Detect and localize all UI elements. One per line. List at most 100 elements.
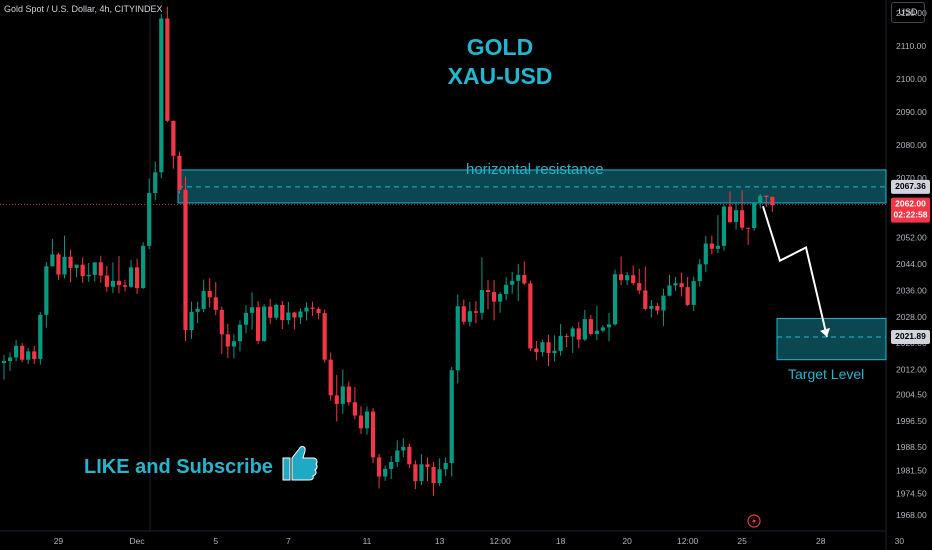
- candle-body: [594, 330, 599, 334]
- candle-body: [606, 324, 612, 328]
- candle-body: [473, 311, 478, 313]
- resistance-price-tag-bg: [891, 179, 930, 194]
- candle-body: [419, 464, 424, 482]
- candle-body: [62, 256, 67, 275]
- candle-body: [510, 280, 515, 285]
- x-tick-label: 18: [556, 536, 566, 546]
- candle-body: [177, 155, 182, 190]
- candle-body: [92, 262, 97, 275]
- candle-body: [582, 319, 587, 340]
- candle-body: [201, 291, 206, 309]
- candle-body: [715, 245, 720, 249]
- y-tick-label: 1988.50: [896, 442, 927, 452]
- candle-body: [110, 280, 115, 287]
- candle-body: [764, 195, 769, 198]
- target-price-tag-text: 2021.89: [895, 331, 926, 341]
- y-tick-label: 2044.00: [896, 259, 927, 269]
- current-price-tag-text: 2062.00: [895, 199, 926, 209]
- candle-body: [128, 267, 134, 287]
- y-tick-label: 2080.00: [896, 140, 927, 150]
- candle-body: [540, 342, 545, 353]
- price-axis[interactable]: 2120.00 2110.00 2100.00 2090.00 2080.00 2070.…: [891, 8, 930, 520]
- candle-body: [691, 281, 696, 305]
- candle-body: [558, 335, 563, 351]
- candle-body: [122, 285, 128, 287]
- lightning-bolt: [752, 517, 756, 525]
- candle-body: [219, 309, 224, 335]
- x-tick-label: 5: [213, 536, 218, 546]
- candle-body: [467, 311, 472, 322]
- candle-body: [56, 254, 61, 275]
- candle-body: [116, 280, 122, 286]
- candle-body: [703, 243, 708, 265]
- candle-body: [612, 274, 618, 325]
- candle-body: [637, 283, 642, 291]
- current-price-tag-bg: [891, 197, 930, 223]
- y-tick-label: 2028.00: [896, 312, 927, 322]
- candle-body: [516, 274, 521, 281]
- lightning-ring: [747, 514, 761, 528]
- candle-body: [407, 446, 412, 465]
- candle-body: [588, 319, 593, 334]
- candle-body: [461, 306, 466, 322]
- candle-body: [189, 311, 194, 330]
- candle-body: [649, 305, 654, 309]
- candle-body: [570, 328, 575, 337]
- y-tick-label: 2070.00: [896, 173, 927, 183]
- x-tick-label: 13: [435, 536, 445, 546]
- candle-body: [249, 307, 255, 313]
- x-tick-label: 25: [737, 536, 747, 546]
- candle-body: [770, 197, 775, 206]
- target-price-tag-bg: [891, 329, 930, 344]
- currency-button[interactable]: USD: [891, 2, 925, 23]
- projection-path: [762, 205, 828, 338]
- time-axis[interactable]: 29 Dec 5 7 11 13 12:00 18 20 12:00 25 28 30: [54, 536, 905, 546]
- candle-body: [213, 297, 218, 310]
- resistance-price-tag-text: 2067.36: [895, 181, 926, 191]
- candle-body: [443, 462, 448, 470]
- overlay: [282, 205, 830, 528]
- current-price-tag-text: 02:22:58: [893, 210, 927, 220]
- candle-body: [292, 312, 297, 318]
- candle-body: [80, 264, 85, 277]
- candle-body: [141, 245, 146, 289]
- candle-body: [485, 290, 491, 293]
- candle-body: [697, 264, 702, 282]
- candle-body: [207, 291, 212, 298]
- y-tick-label: 2120.00: [896, 8, 927, 18]
- candle-body: [709, 243, 714, 249]
- candle-body: [171, 120, 176, 156]
- x-tick-label: 28: [816, 536, 826, 546]
- candle-body: [68, 256, 73, 268]
- candle-body: [546, 342, 551, 354]
- y-tick-label: 1974.50: [896, 488, 927, 498]
- thumbs-up-icon: [282, 446, 318, 481]
- thumbs-up-shape: [282, 446, 318, 481]
- candle-body: [286, 312, 291, 321]
- candle-body: [383, 468, 388, 477]
- title-line-2: XAU-USD: [447, 63, 553, 89]
- candle-body: [364, 411, 370, 429]
- candle-body: [32, 351, 37, 360]
- candle-body: [721, 206, 727, 246]
- candle-body: [534, 348, 539, 353]
- candle-body: [346, 386, 351, 403]
- candle-body: [7, 357, 13, 362]
- like-subscribe-text: LIKE and Subscribe: [84, 456, 273, 478]
- candle-body: [20, 345, 25, 360]
- candle-body: [643, 290, 648, 309]
- lightning-icon[interactable]: [747, 514, 761, 528]
- candle-body: [619, 274, 624, 281]
- y-tick-label: 1981.50: [896, 465, 927, 475]
- y-tick-label: 2090.00: [896, 107, 927, 117]
- symbol-info: Gold Spot / U.S. Dollar, 4h, CITYINDEX: [4, 4, 163, 14]
- candle-body: [746, 227, 751, 229]
- candle-body: [564, 335, 569, 337]
- candle-body: [165, 18, 170, 121]
- candle-body: [26, 351, 31, 360]
- y-tick-label: 2100.00: [896, 74, 927, 84]
- candle-body: [352, 402, 357, 416]
- candle-body: [479, 290, 485, 313]
- candle-body: [395, 450, 400, 462]
